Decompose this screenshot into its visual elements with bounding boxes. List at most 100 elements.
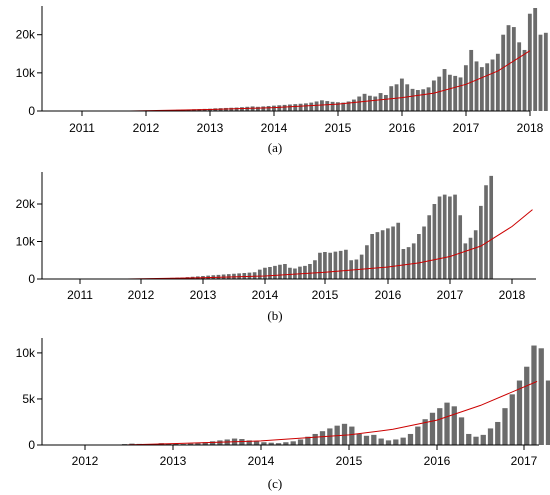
bar [333,251,338,280]
bar [487,428,494,445]
bar [484,185,488,279]
bar [396,222,401,279]
bar [495,421,501,445]
bar [242,273,247,279]
bar [538,34,543,112]
bar [399,78,404,111]
bar [288,104,292,111]
bar [266,106,271,111]
bar [268,442,274,445]
bar [290,441,296,445]
panel-caption: (c) [268,476,282,491]
bar [527,13,532,111]
bar [393,439,399,445]
bar [305,436,311,445]
bar [451,406,457,445]
bar [458,417,465,445]
bar [431,80,436,111]
bar [346,101,351,111]
bar [458,77,463,111]
bar [401,249,406,279]
bar [437,76,442,111]
x-tick-label: 2014 [248,454,275,468]
bar [415,90,420,111]
bar [325,101,330,111]
x-tick-label: 2018 [517,121,544,135]
bar [463,65,468,111]
bar [261,442,267,445]
bar [268,267,272,279]
bar [495,53,500,111]
bar [359,254,364,280]
chart-panel-2: 0 10k 20k 2011 2012 2013 2014 2015 2016 2017 2018 (… [16,172,536,323]
bar [422,419,428,445]
bar [406,247,411,280]
bar [371,434,377,445]
bar [365,245,369,279]
bar [351,99,356,111]
bar [261,106,266,111]
bar [275,443,282,445]
x-tick-label: 2016 [375,288,402,302]
bar [320,100,324,111]
bar [432,204,437,279]
bar [293,104,298,111]
bar [217,440,223,445]
bar [341,102,346,111]
bar [383,94,388,111]
x-tick-label: 2018 [499,288,526,302]
x-tick-label: 2011 [69,121,95,135]
bar [323,252,327,279]
y-tick-label: 20k [16,28,36,42]
bar [349,426,355,445]
bar [278,264,282,279]
x-tick-label: 2012 [72,454,99,468]
y-tick-label: 5k [22,392,36,406]
panel-caption: (b) [267,308,282,323]
bar [405,84,410,111]
bar [437,196,442,279]
x-tick-label: 2017 [437,288,464,302]
bar [517,42,522,111]
bar [234,107,239,111]
bar [229,107,234,111]
bar [336,102,340,111]
bar [375,232,380,280]
bar [373,96,378,111]
bar [531,345,537,445]
bar [509,394,515,445]
x-tick-label: 2011 [67,288,93,302]
bar [427,215,432,279]
bar [410,88,415,111]
bar [468,237,473,279]
bar [391,226,395,279]
bar [490,59,495,111]
bar [516,380,523,445]
bar [489,175,494,280]
bar [312,433,318,445]
bar [473,436,479,445]
bar [407,433,414,445]
panel-caption: (a) [268,140,282,155]
y-tick-label: 0 [28,272,35,286]
bar [448,196,452,279]
bar [421,89,426,111]
bar [480,434,486,445]
bar [195,443,201,445]
y-tick-label: 10k [16,235,36,249]
bar [479,67,484,111]
bar [474,61,479,111]
x-tick-label: 2012 [133,121,160,135]
bar [367,95,372,111]
x-tick-label: 2017 [511,454,538,468]
bar [485,63,490,111]
bar [501,34,506,112]
bar [252,272,257,279]
bar [256,106,260,111]
bar [257,269,262,280]
bar [344,249,348,279]
x-tick-label: 2015 [336,454,363,468]
bar [545,380,550,445]
bar [437,408,443,445]
